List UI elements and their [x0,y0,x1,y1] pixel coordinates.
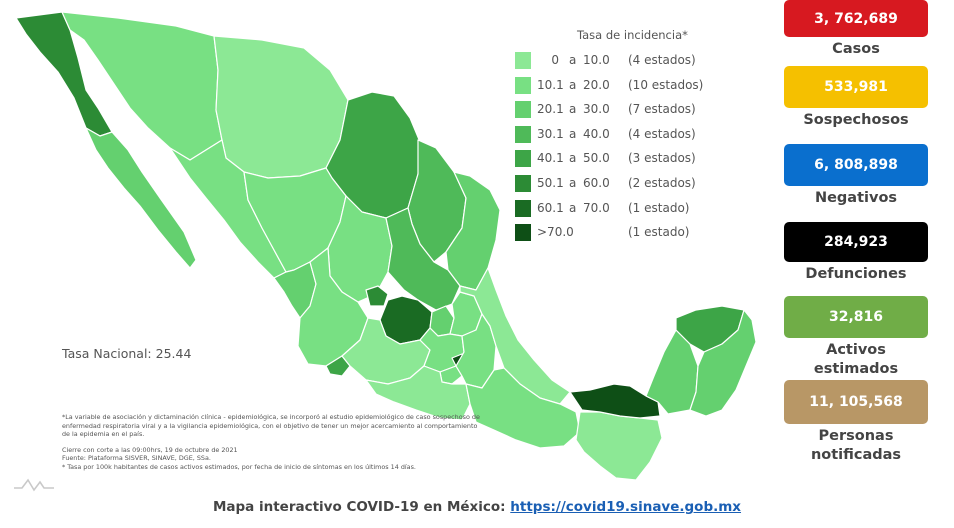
legend-range-from: 40.1 [537,151,564,166]
legend-swatch [515,199,531,217]
wave-logo-icon [14,478,54,492]
legend-swatch [515,125,531,143]
legend-row: 40.1 a 50.0 (3 estados) [515,150,755,168]
state-colima[interactable] [325,355,351,377]
note-rate-definition: * Tasa por 100k habitantes de casos acti… [62,462,416,471]
legend-row: 50.1 a 60.0 (2 estados) [515,175,755,193]
legend-range-from: 0 [551,53,559,67]
stat-label: Casos [832,41,880,57]
legend-state-count: (2 estados) [628,176,696,190]
legend-swatch [515,224,531,242]
note-cutoff: Cierre con corte a las 09:00hrs, 19 de o… [62,445,238,454]
state-quintana-roo[interactable] [689,309,757,417]
legend-range-to: 70.0 [583,200,610,215]
legend-range-sep: a [569,77,577,92]
footnotes: *La variable de asociación y dictaminaci… [62,413,482,472]
legend-range-to: 20.0 [583,77,610,92]
legend-range-to: 50.0 [583,151,610,166]
stat-value-box: 284,923 [784,222,928,262]
legend-state-count: (4 estados) [628,126,696,141]
legend-range-sep: a [569,200,577,215]
stat-label: Negativos [814,190,898,206]
legend-state-count: (1 estado) [628,225,690,240]
legend-swatch [515,150,531,168]
legend-range-sep: a [569,176,577,190]
stat-value-box: 32,816 [784,296,928,338]
note-methodology: *La variable de asociación y dictaminaci… [62,413,480,439]
legend-range-sep: a [569,53,577,67]
legend-state-count: (1 estado) [628,200,690,215]
legend-range-to: 10.0 [583,53,610,67]
legend-row: >70.0 (1 estado) [515,224,755,242]
state-nuevo-leon[interactable] [407,139,467,263]
legend-range-from: 20.1 [537,102,564,117]
legend-swatch [515,101,531,119]
national-rate: Tasa Nacional: 25.44 [62,346,192,361]
stat-label: Activos estimados [813,342,899,377]
footer: Mapa interactivo COVID-19 en México: htt… [0,499,954,515]
legend-row: 0 a 10.0 (4 estados) [515,52,755,70]
legend-range-from: 50.1 [537,176,564,190]
state-san-luis-potosi[interactable] [385,207,461,311]
stat-value-box: 533,981 [784,66,928,108]
stat-value-box: 3, 762,689 [784,0,928,37]
legend-title: Tasa de incidencia* [577,28,688,42]
legend-range-from: 10.1 [537,77,564,92]
legend-range-from: >70.0 [537,225,574,240]
state-baja-california-sur[interactable] [85,127,197,269]
state-chihuahua[interactable] [213,35,349,179]
stat-label: Defunciones [805,266,907,282]
state-tabasco[interactable] [569,383,661,419]
legend-swatch [515,175,531,192]
state-jalisco[interactable] [297,247,369,367]
legend-state-count: (7 estados) [628,102,696,117]
legend-range-sep: a [569,102,577,117]
legend-range-sep: a [569,151,577,166]
legend-row: 60.1 a 70.0 (1 estado) [515,199,755,218]
legend-row: 20.1 a 30.0 (7 estados) [515,101,755,119]
footer-text: Mapa interactivo COVID-19 en México: [212,499,506,515]
legend-range-from: 60.1 [537,200,564,215]
stat-label: Sospechosos [803,112,909,128]
legend-range-sep: a [569,126,577,141]
state-chiapas[interactable] [575,411,663,481]
note-source: Fuente: Plataforma SISVER, SINAVE, DGE, … [62,454,211,463]
legend-range-to: 40.0 [583,126,610,141]
interactive-map-link[interactable]: https://covid19.sinave.gob.mx [510,499,742,515]
state-sonora[interactable] [61,11,223,161]
legend-swatch [515,76,531,94]
stat-label: Personas notificadas [810,428,902,463]
stat-value-box: 6, 808,898 [784,144,928,186]
legend-state-count: (10 estados) [628,77,704,92]
legend-row: 10.1 a 20.0 (10 estados) [515,76,755,95]
legend-state-count: (3 estados) [628,151,696,166]
legend-row: 30.1 a 40.0 (4 estados) [515,125,755,144]
stat-value-box: 11, 105,568 [784,380,928,424]
legend-state-count: (4 estados) [628,53,696,67]
legend-range-to: 60.0 [583,176,610,190]
state-aguascalientes[interactable] [365,285,389,307]
legend-range-from: 30.1 [537,126,564,141]
legend-swatch [515,52,531,69]
legend-range-to: 30.0 [583,102,610,117]
